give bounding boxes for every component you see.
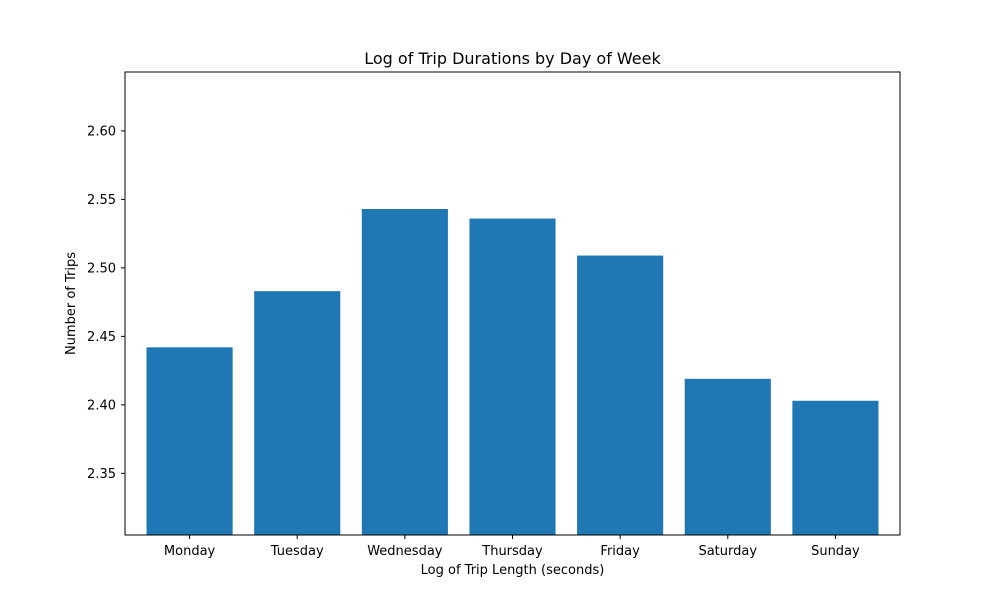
- x-tick-label: Friday: [600, 544, 640, 559]
- x-tick-label: Sunday: [811, 544, 860, 559]
- bar-sunday: [792, 400, 879, 535]
- y-tick-label: 2.45: [87, 330, 116, 345]
- y-tick-label: 2.50: [87, 261, 116, 276]
- bar-wednesday: [361, 208, 448, 536]
- bar-monday: [146, 347, 233, 535]
- y-axis-label: Number of Trips: [64, 252, 79, 355]
- x-tick-label: Saturday: [698, 544, 757, 559]
- bar-tuesday: [254, 291, 341, 535]
- x-tick-label: Tuesday: [270, 544, 324, 559]
- bar-friday: [577, 255, 664, 535]
- bar-saturday: [684, 378, 771, 535]
- y-tick-label: 2.40: [87, 398, 116, 413]
- y-tick-label: 2.35: [87, 467, 116, 482]
- plot-layer: 2.35 2.40 2.45 2.50 2.55 2.60 Monday Tuesday Wed…: [87, 71, 901, 559]
- x-axis-label: Log of Trip Length (seconds): [421, 563, 605, 578]
- y-tick-label: 2.60: [87, 124, 116, 139]
- bar-thursday: [469, 218, 556, 535]
- y-tick-label: 2.55: [87, 193, 116, 208]
- x-tick-label: Wednesday: [367, 544, 443, 559]
- chart-title: Log of Trip Durations by Day of Week: [364, 49, 661, 68]
- x-tick-label: Thursday: [481, 544, 543, 559]
- x-tick-label: Monday: [164, 544, 216, 559]
